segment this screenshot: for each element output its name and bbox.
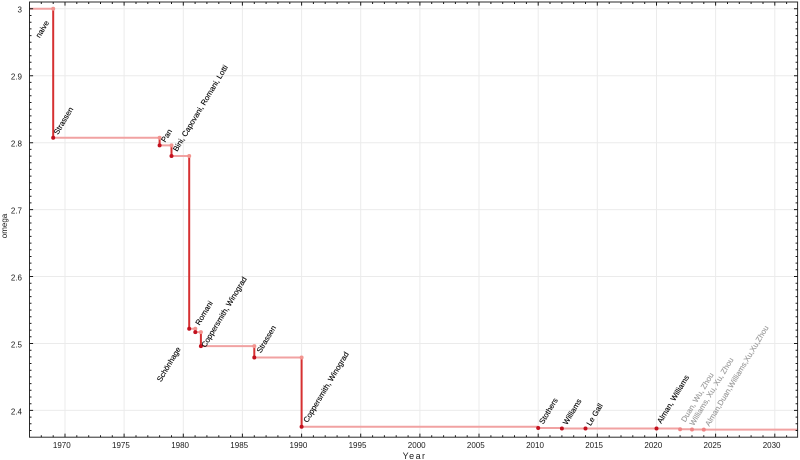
svg-text:3: 3 [18,6,23,15]
svg-text:2.5: 2.5 [11,340,23,349]
svg-text:2.8: 2.8 [11,140,23,149]
svg-text:2010: 2010 [526,441,544,450]
svg-text:2.6: 2.6 [11,273,23,282]
svg-text:2030: 2030 [763,441,781,450]
svg-text:2.9: 2.9 [11,73,23,82]
svg-text:2000: 2000 [408,441,426,450]
svg-text:2.4: 2.4 [11,407,23,416]
svg-text:1970: 1970 [53,441,71,450]
svg-text:2020: 2020 [644,441,662,450]
svg-text:2.7: 2.7 [11,207,23,216]
svg-text:1990: 1990 [290,441,308,450]
svg-text:2015: 2015 [585,441,603,450]
svg-text:1975: 1975 [112,441,130,450]
svg-text:Year: Year [403,451,427,460]
svg-text:1995: 1995 [349,441,367,450]
svg-text:2025: 2025 [704,441,722,450]
svg-text:omega: omega [0,213,9,238]
svg-text:1980: 1980 [171,441,189,450]
svg-text:2005: 2005 [467,441,485,450]
svg-text:1985: 1985 [230,441,248,450]
